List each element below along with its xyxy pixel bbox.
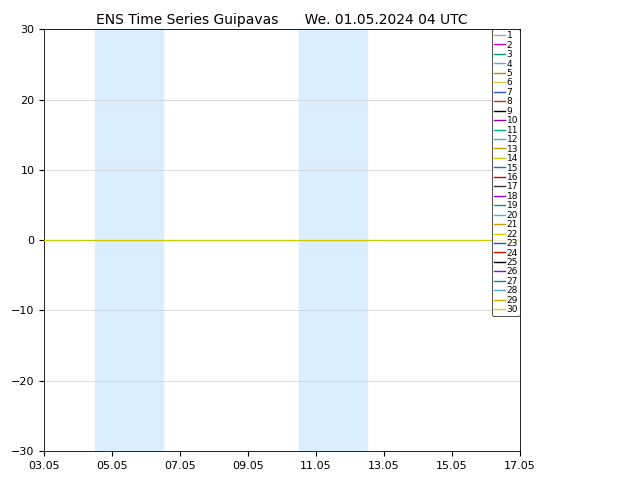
Title: ENS Time Series Guipavas      We. 01.05.2024 04 UTC: ENS Time Series Guipavas We. 01.05.2024 … — [96, 13, 468, 27]
Bar — [299, 29, 367, 451]
Legend: 1, 2, 3, 4, 5, 6, 7, 8, 9, 10, 11, 12, 13, 14, 15, 16, 17, 18, 19, 20, 21, 22, 2: 1, 2, 3, 4, 5, 6, 7, 8, 9, 10, 11, 12, 1… — [492, 29, 520, 316]
Bar — [95, 29, 164, 451]
